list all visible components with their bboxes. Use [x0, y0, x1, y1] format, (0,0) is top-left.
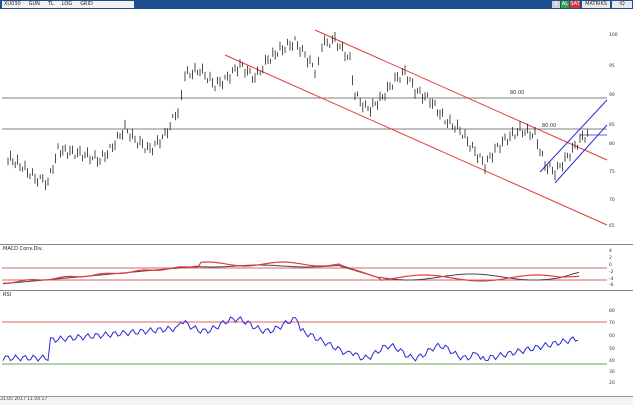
symbol-field[interactable]: XU030 GUN TL LOG GRID [2, 1, 134, 8]
ascending-upper-line [539, 99, 608, 173]
iq-button[interactable]: iQ [612, 1, 632, 8]
price-axis: 100 95 90 85 80 75 70 65 [607, 10, 633, 244]
sell-button[interactable]: SAT [570, 1, 580, 8]
price-tick: 85 [609, 123, 615, 128]
panel-divider[interactable] [0, 290, 633, 291]
price-tick: 80 [609, 142, 615, 147]
title-bar: XU030 GUN TL LOG GRID S AL SAT MATRIKS i… [0, 0, 633, 9]
macd-tick: 0 [609, 263, 612, 268]
rsi-tick: 20 [609, 381, 615, 386]
rsi-panel[interactable] [2, 291, 608, 395]
macd-tick: -6 [609, 283, 614, 288]
ascending-lower-line [554, 124, 608, 184]
date-label: 31.05 2017 11.04.17 [0, 397, 48, 402]
settings-button[interactable]: S [552, 1, 560, 8]
panel-divider[interactable] [0, 244, 633, 245]
rsi-tick: 60 [609, 334, 615, 339]
level-annotation: 80.00 [542, 123, 556, 129]
price-tick: 95 [609, 64, 615, 69]
price-bars [7, 32, 588, 191]
macd-tick: 2 [609, 256, 612, 261]
rsi-label: RSI [3, 292, 12, 298]
macd-line [2, 264, 580, 285]
price-panel[interactable] [2, 10, 608, 244]
price-tick: 75 [609, 170, 615, 175]
macd-tick: -4 [609, 277, 614, 282]
macd-label: MACD Conv.Div. [3, 246, 43, 252]
rsi-axis: 80 70 60 50 40 30 20 [607, 291, 633, 395]
level-annotation: 80.00 [510, 90, 524, 96]
field-currency[interactable]: TL [47, 1, 54, 7]
price-tick: 100 [609, 33, 618, 38]
rsi-tick: 40 [609, 359, 615, 364]
channel-upper-line [314, 29, 608, 161]
symbol-label: XU030 [4, 1, 21, 7]
rsi-line [2, 316, 579, 362]
buy-button[interactable]: AL [561, 1, 569, 8]
channel-lower-line [224, 54, 608, 226]
macd-signal-line [2, 261, 580, 284]
rsi-tick: 80 [609, 309, 615, 314]
field-grid[interactable]: GRID [80, 1, 93, 7]
field-scale[interactable]: LOG [61, 1, 73, 7]
date-axis: 31.05 2017 11.04.17 [0, 396, 633, 405]
macd-tick: 4 [609, 249, 612, 254]
price-tick: 90 [609, 93, 615, 98]
price-tick: 65 [609, 224, 615, 229]
rsi-tick: 70 [609, 321, 615, 326]
rsi-tick: 50 [609, 347, 615, 352]
macd-axis: 4 2 0 -2 -4 -6 [607, 245, 633, 290]
rsi-tick: 30 [609, 370, 615, 375]
macd-tick: -2 [609, 270, 614, 275]
price-tick: 70 [609, 198, 615, 203]
field-period[interactable]: GUN [28, 1, 40, 7]
matriks-button[interactable]: MATRIKS [582, 1, 610, 8]
